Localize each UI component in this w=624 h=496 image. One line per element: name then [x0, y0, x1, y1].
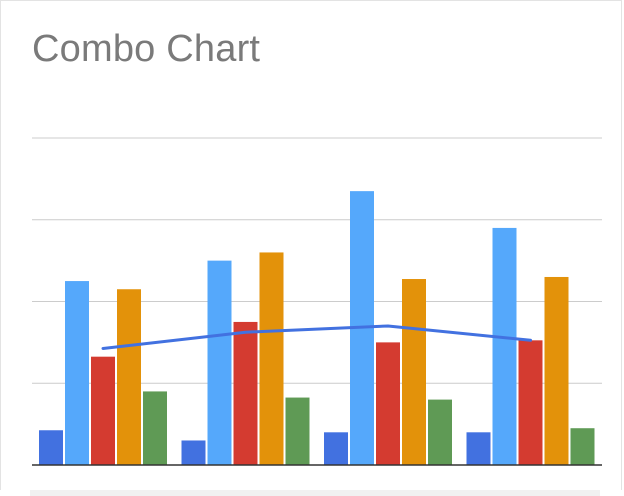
- bar-series-5-cat-3: [428, 399, 452, 465]
- card-bottom-shadow: [0, 490, 624, 496]
- chart-title: Combo Chart: [32, 28, 261, 70]
- bar-series-4-cat-3: [402, 279, 426, 465]
- bar-series-1-cat-2: [181, 440, 206, 465]
- line-series: [101, 324, 532, 350]
- bar-series-2-cat-1: [65, 281, 89, 465]
- bar-series-1-cat-4: [466, 432, 491, 465]
- bar-series-2-cat-4: [492, 227, 517, 465]
- bar-series-3-cat-2: [233, 321, 258, 465]
- bar-series-1-cat-3: [324, 432, 348, 465]
- bar-series-group: [39, 191, 595, 465]
- line-series-group: [101, 324, 532, 350]
- bar-series-5-cat-2: [285, 397, 310, 465]
- bar-series-3-cat-1: [91, 356, 115, 465]
- bar-series-4-cat-1: [117, 289, 141, 465]
- bar-series-2-cat-2: [207, 260, 232, 465]
- bar-series-1-cat-1: [39, 430, 63, 465]
- bar-series-5-cat-4: [570, 428, 595, 465]
- bar-series-4-cat-4: [544, 276, 569, 465]
- bar-series-4-cat-2: [259, 252, 284, 465]
- bar-series-3-cat-4: [518, 340, 543, 465]
- bar-series-5-cat-1: [143, 391, 167, 465]
- bar-series-3-cat-3: [376, 342, 400, 465]
